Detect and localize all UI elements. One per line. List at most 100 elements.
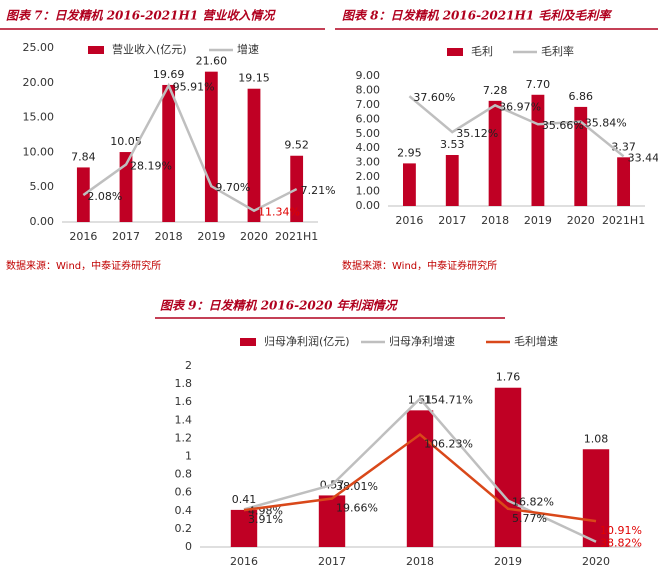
x-tick-label: 2020 [582, 555, 610, 565]
bar [488, 100, 502, 206]
bar [617, 157, 631, 206]
y-tick-label: 0.2 [175, 522, 193, 535]
x-tick-label: 2018 [155, 230, 183, 243]
value-label: 154.71% [424, 394, 473, 407]
x-tick-label: 2019 [197, 230, 225, 243]
value-label: 35.84% [585, 117, 627, 130]
value-label: 1.76 [496, 371, 521, 384]
value-label: 6.86 [569, 90, 594, 103]
y-tick-label: 1.6 [175, 395, 193, 408]
value-label: 38.01% [336, 480, 378, 493]
y-tick-label: 1.4 [175, 413, 193, 426]
x-tick-label: 2017 [438, 214, 466, 227]
line [408, 95, 625, 158]
legend-label: 归母净利增速 [389, 334, 455, 348]
y-tick-label: 5.00 [30, 180, 55, 193]
chart-title: 图表 9：日发精机 2016-2020 年利润情况 [160, 299, 399, 313]
value-label: 10.05 [110, 135, 142, 148]
y-tick-label: 0.00 [356, 199, 381, 212]
bar [406, 410, 434, 547]
y-tick-label: 3.00 [356, 156, 381, 169]
value-label: 28.19% [130, 160, 172, 173]
value-label: 106.23% [424, 438, 473, 451]
bar [402, 163, 416, 206]
legend-label: 营业收入(亿元) [112, 42, 187, 56]
value-label: 3.53 [440, 138, 465, 151]
y-tick-label: 8.00 [356, 83, 381, 96]
x-tick-label: 2016 [230, 555, 258, 565]
chart-title: 图表 8：日发精机 2016-2021H1 毛利及毛利率 [342, 9, 612, 23]
bar [247, 88, 261, 222]
value-label: 37.60% [413, 91, 455, 104]
bar [582, 449, 610, 547]
value-label: 3.91% [248, 513, 283, 526]
legend-label: 增速 [237, 42, 259, 56]
legend-label: 毛利率 [541, 44, 574, 58]
line [243, 396, 597, 543]
x-tick-label: 2017 [112, 230, 140, 243]
y-tick-label: 4.00 [356, 141, 381, 154]
value-label: 35.12% [456, 127, 498, 140]
bar [162, 84, 176, 222]
x-tick-label: 2018 [406, 555, 434, 565]
y-tick-label: 5.00 [356, 127, 381, 140]
y-tick-label: 0.8 [175, 468, 193, 481]
value-label: 19.69 [153, 68, 185, 81]
legend-label: 毛利增速 [514, 334, 558, 348]
x-tick-label: 2017 [318, 555, 346, 565]
line [243, 432, 597, 523]
y-tick-label: 6.00 [356, 112, 381, 125]
y-tick-label: 20.00 [23, 76, 55, 89]
bar [445, 155, 459, 206]
value-label: 10.91% [600, 524, 642, 537]
legend-swatch [447, 48, 463, 56]
bar [318, 495, 346, 547]
value-label: 21.60 [196, 55, 228, 68]
y-tick-label: 9.00 [356, 69, 381, 82]
value-label: 19.66% [336, 501, 378, 514]
line [82, 82, 298, 213]
value-label: 36.97% [499, 100, 541, 113]
value-label: 95.91% [173, 80, 215, 93]
x-tick-label: 2016 [69, 230, 97, 243]
y-tick-label: 7.00 [356, 98, 381, 111]
y-tick-label: 10.00 [23, 145, 55, 158]
value-label: 9.70% [215, 181, 250, 194]
x-tick-label: 2019 [524, 214, 552, 227]
y-tick-label: 0 [185, 540, 192, 553]
value-label: 11.34% [258, 206, 300, 219]
value-label: 5.77% [512, 512, 547, 525]
value-label: 0.41 [232, 493, 257, 506]
bar [290, 155, 304, 222]
y-tick-label: 15.00 [23, 111, 55, 124]
value-label: 35.66% [542, 119, 584, 132]
bar [119, 152, 133, 222]
x-tick-label: 2019 [494, 555, 522, 565]
y-tick-label: 2 [185, 359, 192, 372]
x-tick-label: 2021H1 [602, 214, 645, 227]
y-tick-label: 1.00 [356, 185, 381, 198]
y-tick-label: 1.8 [175, 377, 193, 390]
legend-swatch [88, 46, 104, 54]
y-tick-label: 0.6 [175, 486, 193, 499]
legend-label: 毛利 [471, 45, 493, 58]
bar [494, 387, 522, 547]
x-tick-label: 2021H1 [275, 230, 318, 243]
value-label: 9.52 [284, 139, 309, 152]
source: 数据来源：Wind，中泰证券研究所 [342, 259, 497, 272]
y-tick-label: 1 [185, 450, 192, 463]
y-tick-label: 0.00 [30, 215, 55, 228]
value-label: 16.82% [512, 496, 554, 509]
chart-title: 图表 7：日发精机 2016-2021H1 营业收入情况 [6, 9, 276, 23]
bar [230, 509, 258, 547]
value-label: 7.84 [71, 150, 96, 163]
legend-label: 归母净利润(亿元) [264, 334, 350, 348]
x-tick-label: 2020 [567, 214, 595, 227]
value-label: 19.15 [238, 72, 270, 85]
y-tick-label: 0.4 [175, 504, 193, 517]
value-label: 38.82% [600, 537, 642, 550]
x-tick-label: 2018 [481, 214, 509, 227]
bar [574, 106, 588, 206]
y-tick-label: 1.2 [175, 431, 193, 444]
value-label: 33.44% [628, 151, 658, 164]
